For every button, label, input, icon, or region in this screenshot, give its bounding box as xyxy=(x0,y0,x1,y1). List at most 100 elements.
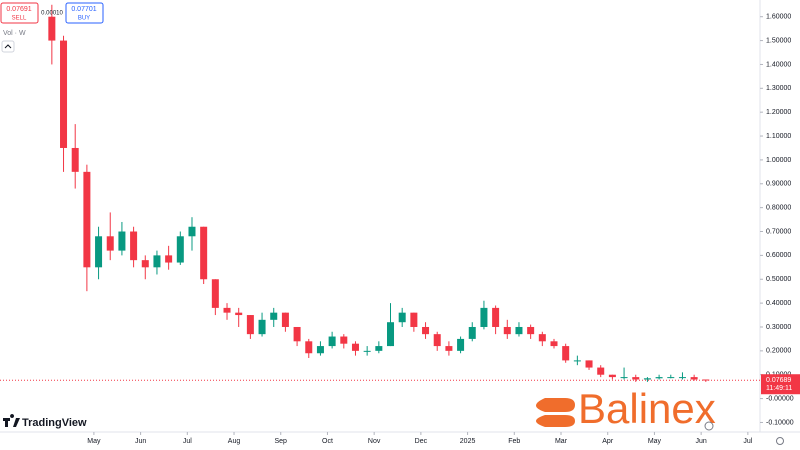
plot-area xyxy=(48,4,710,382)
candle-body xyxy=(387,322,395,347)
x-tick-label: Oct xyxy=(322,438,333,445)
candle-body xyxy=(71,147,79,172)
candle-body xyxy=(188,226,196,237)
sell-price: 0.07691 xyxy=(6,6,31,13)
y-tick-label: 1.10000 xyxy=(766,133,791,140)
tradingview-logo xyxy=(3,414,20,427)
y-tick-label: 1.30000 xyxy=(766,85,791,92)
candle-body xyxy=(608,374,616,378)
candle-body xyxy=(305,341,313,354)
buy-label: BUY xyxy=(78,16,90,22)
balinex-icon xyxy=(536,398,575,427)
candle-body xyxy=(562,346,570,361)
candle-body xyxy=(643,378,651,380)
y-tick-label: 0.60000 xyxy=(766,252,791,259)
brand: Balinex xyxy=(578,385,716,432)
candle-body xyxy=(527,326,535,335)
candle-body xyxy=(83,171,91,268)
sell-button[interactable] xyxy=(0,2,39,24)
candle-body xyxy=(597,367,605,375)
candle-body xyxy=(293,326,301,342)
candle-body xyxy=(211,279,219,308)
x-tick-label: Mar xyxy=(555,438,568,445)
x-tick-label: 2025 xyxy=(460,438,476,445)
y-tick-label: 0.90000 xyxy=(766,181,791,188)
candle-body xyxy=(95,236,103,268)
candle-body xyxy=(573,360,581,362)
x-tick-label: May xyxy=(87,438,101,445)
y-tick-label: -0.10000 xyxy=(766,419,794,426)
time-icon[interactable] xyxy=(704,421,714,431)
candle-body xyxy=(176,236,184,263)
candle-body xyxy=(503,326,511,335)
candle-body xyxy=(678,377,686,379)
y-tick-label: 1.40000 xyxy=(766,61,791,68)
candle-body xyxy=(632,377,640,380)
candle-body xyxy=(690,377,698,380)
sell-label: SELL xyxy=(12,16,27,22)
x-tick-label: Jul xyxy=(183,438,192,445)
y-tick-label: 0.70000 xyxy=(766,228,791,235)
x-tick-label: Dec xyxy=(415,438,428,445)
candle-body xyxy=(328,336,336,347)
candle-body xyxy=(667,377,675,379)
y-tick-label: 0.50000 xyxy=(766,276,791,283)
y-tick-label: 1.00000 xyxy=(766,157,791,164)
candle-body xyxy=(246,315,254,335)
y-tick-label: 1.50000 xyxy=(766,37,791,44)
x-tick-label: Aug xyxy=(228,438,241,445)
candle-body xyxy=(550,341,558,347)
countdown: 11:49:11 xyxy=(766,385,792,392)
candle-body xyxy=(48,16,56,41)
candle-body xyxy=(130,231,138,261)
x-tick-label: Apr xyxy=(602,438,614,445)
candle-body xyxy=(200,226,208,280)
settings-icon[interactable] xyxy=(776,437,784,445)
candle-body xyxy=(422,326,430,335)
y-tick-label: 1.60000 xyxy=(766,14,791,21)
candle-body xyxy=(153,255,161,268)
candle-body xyxy=(620,377,628,379)
x-tick-label: Feb xyxy=(508,438,520,445)
spread: 0.00010 xyxy=(41,11,63,17)
candle-body xyxy=(398,312,406,323)
candle-body xyxy=(60,40,68,148)
candle-body xyxy=(515,326,523,335)
buy-price: 0.07701 xyxy=(71,6,96,13)
collapse-button[interactable] xyxy=(1,40,15,53)
candle-body xyxy=(457,338,465,351)
x-tick-label: Jun xyxy=(135,438,146,445)
y-tick-label: 0.20000 xyxy=(766,348,791,355)
y-tick-label: -0.00000 xyxy=(766,395,794,402)
x-tick-label: May xyxy=(648,438,662,445)
candle-body xyxy=(375,346,383,351)
candle-body xyxy=(316,346,324,354)
candle-body xyxy=(281,312,289,327)
candle-body xyxy=(433,334,441,347)
candle-body xyxy=(468,326,476,339)
x-tick-label: Jun xyxy=(695,438,706,445)
candle-body xyxy=(141,260,149,268)
candle-body xyxy=(223,307,231,313)
candle-body xyxy=(351,343,359,351)
candle-body xyxy=(258,319,266,335)
x-tick-label: Nov xyxy=(368,438,381,445)
candle-body xyxy=(363,350,371,352)
y-tick-label: 1.20000 xyxy=(766,109,791,116)
watermark: TradingView xyxy=(22,417,87,429)
candle-body xyxy=(165,255,173,263)
x-tick-label: Sep xyxy=(275,438,288,445)
last-price-box xyxy=(761,374,800,395)
x-tick-label: Jul xyxy=(743,438,752,445)
buy-button[interactable] xyxy=(65,2,104,24)
candle-body xyxy=(655,377,663,379)
candle-body xyxy=(480,307,488,327)
candle-body xyxy=(270,312,278,320)
collapse-icon xyxy=(4,44,12,49)
candle-body xyxy=(538,334,546,342)
last-price-label: 0.07689 xyxy=(766,377,791,384)
y-tick-label: 0.40000 xyxy=(766,300,791,307)
candle-body xyxy=(118,231,126,251)
